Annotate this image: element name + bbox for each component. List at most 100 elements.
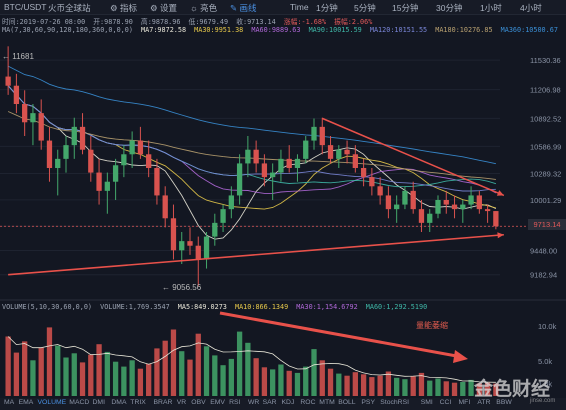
volume-bar-4 [38,347,44,396]
indicator-tab-stochrsi[interactable]: StochRSI [380,399,410,406]
candle-body-13 [112,165,119,182]
candle-body-24 [203,236,210,260]
volume-bar-57 [476,383,482,396]
candle-body-33 [278,158,284,173]
candle-body-48 [402,190,408,205]
volume-bar-20 [170,329,177,396]
volume-ma5-line [7,336,496,383]
indicators-button[interactable]: ⚙ 指标 [110,3,137,13]
volume-tick-label-1: 5.0k [538,357,552,366]
candle-body-38 [319,126,325,146]
ohlc-info: 时间:2019-07-26 08:00 开:9878.90 高:9878.96 … [2,16,376,26]
candle-body-17 [146,154,152,168]
indicator-tab-obv[interactable]: OBV [191,399,206,406]
y-tick-label-5: 10001.29 [530,196,561,205]
watermark-url: jinse.com [530,398,556,404]
candle-body-50 [418,209,425,223]
indicator-tab-smi[interactable]: SMI [420,399,433,406]
candle-body-20 [170,218,177,251]
indicator-tab-emv[interactable]: EMV [210,399,225,406]
candle-body-52 [435,200,441,214]
high-marker: ← 11681 [2,52,34,61]
candle-body-18 [154,168,160,196]
indicator-bar: MA EMA VOLUME MACD DMI DMA TRIX BRAR VR OBV EMV RSI… [0,398,566,410]
candle-body-26 [220,209,226,223]
vol-ma60: MA60:1,292.5190 [365,303,428,311]
volume-bar-18 [154,348,160,396]
volume-bar-32 [270,369,276,396]
indicator-tab-cci[interactable]: CCI [439,399,452,406]
indicator-tab-ema[interactable]: EMA [18,399,34,406]
volume-bar-17 [146,363,152,396]
watermark-logo: 金色财经 [474,379,551,400]
indicator-tab-wr[interactable]: WR [248,399,260,406]
theme-label: 亮色 [200,3,218,13]
vol-ma5: MA5:849.0273 [177,303,227,311]
candle-body-0 [5,76,11,86]
indicator-tab-dma[interactable]: DMA [111,399,127,406]
indicator-tab-mfi[interactable]: MFI [458,399,471,406]
tf-5min[interactable]: 5分钟 [354,3,376,13]
tf-time[interactable]: Time [290,2,309,12]
indicator-tab-macd[interactable]: MACD [69,399,90,406]
volume-bar-15 [129,360,135,396]
indicator-tab-kdj[interactable]: KDJ [281,399,295,406]
indicator-tab-bbw[interactable]: BBW [496,399,512,406]
trendline-upper [321,117,505,197]
volume-bar-0 [5,336,11,396]
indicator-tab-psy[interactable]: PSY [361,399,375,406]
volume-bar-53 [443,381,449,396]
candle-body-8 [71,126,77,146]
indicator-tab-rsi[interactable]: RSI [229,399,241,406]
tf-15min[interactable]: 15分钟 [392,3,419,13]
indicator-tab-volume[interactable]: VOLUME [37,399,67,406]
volume-bar-35 [294,372,301,396]
candle-body-57 [476,195,482,210]
volume-bar-40 [336,373,342,396]
indicator-tab-trix[interactable]: TRIX [130,399,146,406]
theme-button[interactable]: ☼ 亮色 [190,3,218,13]
volume-bar-1 [13,352,20,396]
tf-30min[interactable]: 30分钟 [436,3,463,13]
candle-body-21 [179,241,185,251]
volume-bar-25 [212,355,218,396]
indicator-tab-boll[interactable]: BOLL [338,399,356,406]
indicator-tab-dmi[interactable]: DMI [92,399,105,406]
candle-body-56 [468,195,474,205]
volume-bar-36 [303,366,309,396]
volume-bar-8 [71,353,77,396]
volume-bar-58 [484,382,491,396]
indicator-tab-atr[interactable]: ATR [477,399,491,406]
ma30-value: MA30:9951.38 [194,26,244,34]
indicator-tab-sar[interactable]: SAR [262,399,277,406]
pair-label[interactable]: BTC/USDT [4,2,47,12]
indicator-tab-vr[interactable]: VR [176,399,187,406]
volume-bar-12 [104,351,110,396]
ma7-value: MA7:9872.58 [141,26,187,34]
indicator-tab-roc[interactable]: ROC [300,399,316,406]
candle-body-53 [443,200,449,205]
ma90-value: MA90:10015.59 [308,26,362,34]
candle-body-44 [369,177,375,187]
tf-1min[interactable]: 1分钟 [316,3,338,13]
candle-body-43 [360,168,367,178]
settings-button[interactable]: ⚙ 设置 [150,3,177,13]
ma360-line [7,65,496,165]
tf-4h[interactable]: 4小时 [520,3,542,13]
info-amplitude: 振幅:2.06% [334,18,373,26]
tf-1h[interactable]: 1小时 [480,3,502,13]
candle-body-47 [394,204,400,210]
indicator-tab-brar[interactable]: BRAR [153,399,173,406]
drawing-button[interactable]: ✎ 画线 [230,3,257,13]
volume-bar-24 [203,346,210,396]
indicator-tab-mtm[interactable]: MTM [319,399,335,406]
candle-body-5 [46,140,53,168]
indicator-tab-ma[interactable]: MA [4,399,15,406]
exchange-label[interactable]: 火币全球站 [48,3,91,13]
ma180-line [7,111,496,180]
ma360-value: MA360:10500.67 [500,26,558,34]
volume-bar-10 [88,354,94,396]
volume-bar-59 [493,383,499,396]
drawing-label: 画线 [239,3,257,13]
